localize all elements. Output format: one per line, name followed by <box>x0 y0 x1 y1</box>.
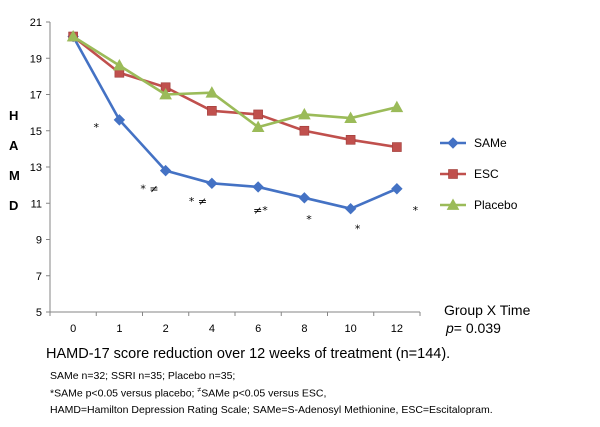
caption-significance: *SAMe p<0.05 versus placebo; ≠SAMe p<0.0… <box>50 387 326 400</box>
legend-marker-placebo <box>446 198 460 210</box>
x-tick-label: 10 <box>345 323 357 335</box>
caption-neq-symbol: ≠ <box>197 387 202 394</box>
y-tick-label: 5 <box>36 307 42 319</box>
significance-marks: * * ≠ * ≠ ≠* * * * <box>94 121 419 236</box>
y-tick-label: 7 <box>36 271 42 283</box>
caption-esc-note: SAMe p<0.05 versus ESC, <box>201 387 327 400</box>
x-tick-label: 12 <box>391 323 403 335</box>
data-point-same <box>206 177 218 190</box>
significance-mark: * <box>306 213 312 226</box>
significance-mark: * <box>355 222 361 235</box>
caption-title: HAMD-17 score reduction over 12 weeks of… <box>46 346 451 362</box>
data-point-same <box>113 114 126 126</box>
data-point-esc <box>207 106 217 116</box>
x-tick-label: 6 <box>255 323 261 335</box>
data-point-placebo <box>344 111 357 123</box>
y-axis-label-letter: A <box>9 138 19 153</box>
series-esc <box>68 31 402 152</box>
y-tick-label: 11 <box>31 198 42 210</box>
significance-mark: * <box>94 121 100 134</box>
significance-mark: * ≠ <box>189 195 207 208</box>
data-point-placebo <box>390 100 404 113</box>
data-point-esc <box>392 142 402 152</box>
y-axis-label-letter: M <box>9 168 20 183</box>
p-value-label: p= 0.039 <box>446 320 501 336</box>
y-tick-label: 19 <box>30 53 42 65</box>
chart-legend: SAMe ESC Placebo <box>440 136 518 212</box>
series-placebo <box>66 29 404 133</box>
x-tick-label: 0 <box>70 323 76 335</box>
series-line-esc <box>72 35 398 149</box>
y-tick-label: 15 <box>30 126 42 138</box>
data-point-placebo <box>159 87 172 100</box>
x-tick-label: 4 <box>209 323 215 335</box>
data-point-placebo <box>66 29 80 42</box>
data-point-same <box>391 183 403 195</box>
data-point-same <box>344 202 357 215</box>
x-tick-label: 1 <box>116 323 122 335</box>
y-tick-label: 13 <box>30 162 42 174</box>
legend-label-esc: ESC <box>474 167 499 181</box>
legend-label-placebo: Placebo <box>474 198 518 212</box>
series-line-same <box>71 35 398 210</box>
x-tick-label: 8 <box>301 323 307 335</box>
significance-mark: ≠* <box>253 204 268 217</box>
y-tick-label: 21 <box>30 17 42 29</box>
p-value-number: = 0.039 <box>453 320 501 336</box>
series-line-placebo <box>72 35 398 129</box>
y-axis-label-letter: D <box>9 198 18 213</box>
group-x-time-label: Group X Time <box>444 302 531 318</box>
data-point-same <box>298 192 311 204</box>
data-point-same <box>252 181 264 193</box>
p-symbol: p <box>446 320 454 336</box>
data-point-esc <box>253 109 263 120</box>
legend-marker-esc <box>448 169 458 179</box>
caption-abbreviations: HAMD=Hamilton Depression Rating Scale; S… <box>50 404 493 416</box>
caption-sample-sizes: SAMe n=32; SSRI n=35; Placebo n=35; <box>50 370 236 382</box>
data-point-placebo <box>298 107 311 120</box>
data-point-placebo <box>205 86 219 98</box>
x-tick-label: 2 <box>163 323 169 335</box>
legend-marker-same <box>447 137 459 149</box>
data-point-placebo <box>251 120 265 133</box>
legend-label-same: SAMe <box>474 136 507 150</box>
y-axis-label-letter: H <box>9 108 18 123</box>
caption-star-note: *SAMe p<0.05 versus placebo; <box>50 387 198 400</box>
data-point-same <box>159 164 172 177</box>
y-tick-label: 17 <box>30 90 42 102</box>
y-axis-label: HAMD <box>9 108 20 213</box>
data-point-esc <box>345 135 356 145</box>
data-point-esc <box>299 125 310 136</box>
significance-mark: * <box>413 204 419 217</box>
chart-series <box>66 29 404 215</box>
significance-mark: * ≠ <box>140 182 158 195</box>
y-tick-label: 9 <box>36 235 42 247</box>
data-point-placebo <box>113 58 126 71</box>
